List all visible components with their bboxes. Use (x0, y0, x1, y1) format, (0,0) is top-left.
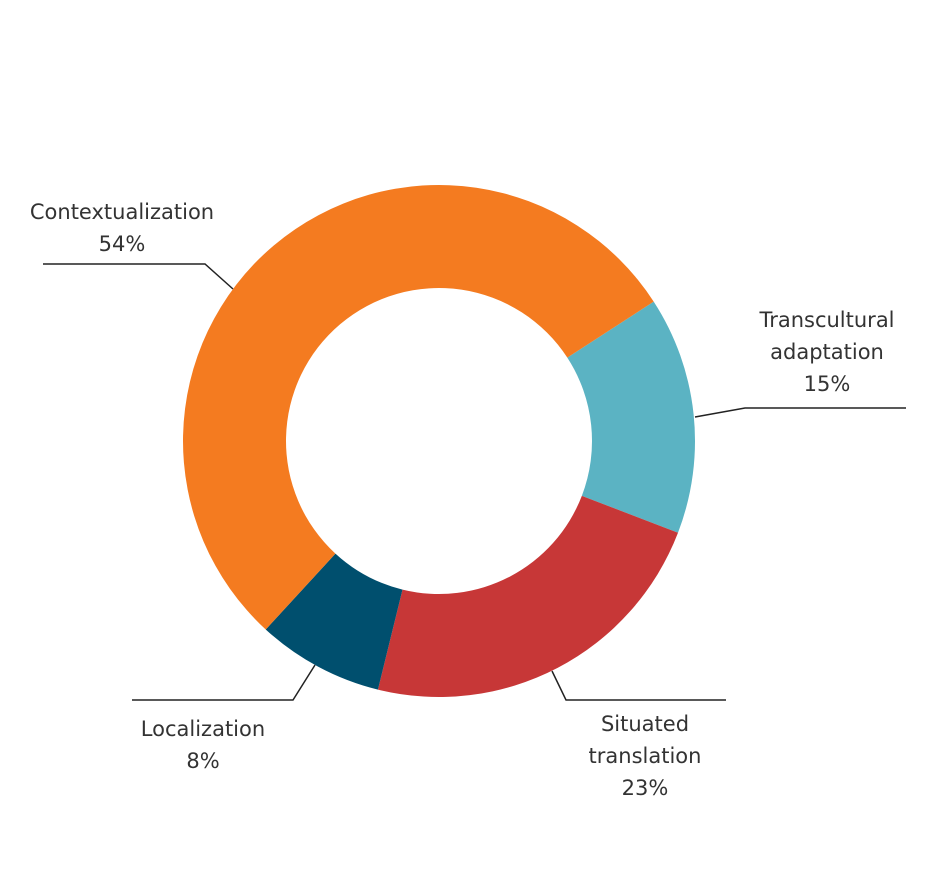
slice-value-label: 15% (804, 372, 851, 396)
slice-name-label: adaptation (770, 340, 884, 364)
slice-value-label: 8% (186, 749, 219, 773)
slice-name-label: Situated (601, 712, 689, 736)
leader-line (694, 407, 906, 418)
slice-transcultural-adaptation (567, 301, 695, 533)
slice-value-label: 23% (622, 776, 669, 800)
leader-line (43, 263, 234, 290)
slice-name-label: Transcultural (758, 308, 894, 332)
slice-name-label: Contextualization (30, 200, 214, 224)
slice-name-label: Localization (141, 717, 265, 741)
slice-localization (265, 553, 403, 690)
leader-line (132, 664, 316, 701)
slice-name-label: translation (589, 744, 702, 768)
slice-value-label: 54% (99, 232, 146, 256)
slice-contextualization (182, 184, 654, 630)
slice-situated-translation (377, 495, 678, 697)
leader-line (551, 670, 726, 701)
